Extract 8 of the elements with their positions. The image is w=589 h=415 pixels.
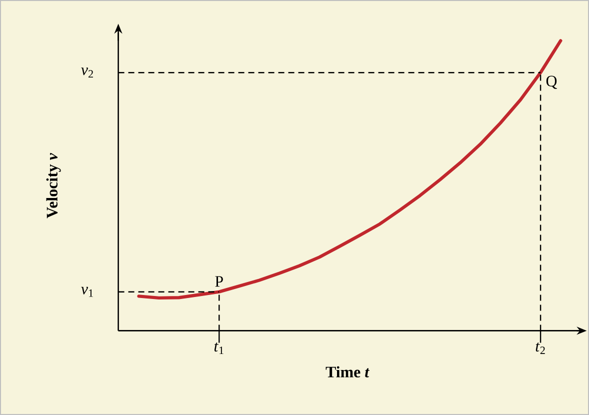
- x-tick-label: t$_{1}$: [214, 342, 224, 354]
- annotation: Q: [546, 76, 557, 89]
- annotation: P: [215, 276, 223, 287]
- x-tick-label: t$_{2}$: [536, 342, 545, 354]
- x-axis-title: Time t: [326, 366, 370, 378]
- y-axis-title: Velocity v: [46, 152, 61, 218]
- ref-line-label: v$_{2}$: [81, 68, 93, 78]
- ref-line-label: v$_{1}$: [81, 286, 93, 297]
